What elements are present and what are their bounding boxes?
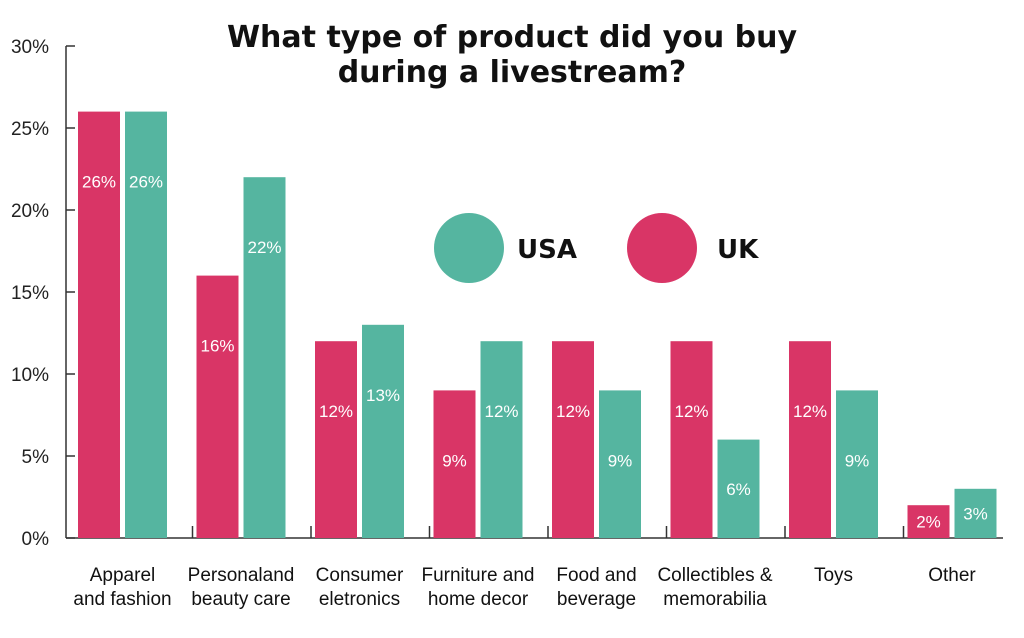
data-label-usa: 9% bbox=[845, 451, 870, 470]
y-tick-label: 20% bbox=[11, 201, 49, 222]
data-label-uk: 12% bbox=[556, 402, 590, 421]
bar-usa bbox=[480, 341, 523, 538]
y-tick-label: 10% bbox=[11, 365, 49, 386]
category-label: Collectibles & bbox=[657, 565, 772, 586]
data-label-usa: 9% bbox=[608, 451, 633, 470]
y-tick-label: 30% bbox=[11, 37, 49, 58]
y-axis: 0% 5% 10% 15% 20% 25% 30% bbox=[11, 37, 75, 550]
category-label: eletronics bbox=[319, 589, 400, 610]
legend: USA UK bbox=[434, 213, 759, 283]
data-label-usa: 6% bbox=[726, 480, 751, 499]
bar-usa bbox=[362, 324, 404, 538]
category-label: Other bbox=[928, 565, 976, 586]
category-label: beverage bbox=[557, 589, 636, 610]
data-label-usa: 3% bbox=[963, 504, 988, 523]
bar-uk bbox=[315, 341, 357, 538]
bar-usa bbox=[599, 390, 641, 538]
category-label: Toys bbox=[814, 565, 853, 586]
category-label: home decor bbox=[428, 589, 529, 610]
y-tick-label: 5% bbox=[22, 447, 50, 468]
bar-uk bbox=[670, 341, 713, 538]
bars-group: 26% 26% 16% 22% 12% 13% 9% 12% 12% 9% 12% 6% 12% 9% 2%… bbox=[66, 111, 1003, 539]
legend-swatch-usa bbox=[434, 213, 504, 283]
bar-uk bbox=[552, 341, 594, 538]
bar-usa bbox=[717, 439, 760, 538]
category-label: beauty care bbox=[191, 589, 290, 610]
data-label-usa: 13% bbox=[366, 386, 400, 405]
data-label-uk: 16% bbox=[200, 337, 234, 356]
legend-label-usa: USA bbox=[517, 235, 577, 265]
bar-uk bbox=[78, 111, 120, 538]
chart-title-line-1: What type of product did you buy bbox=[227, 20, 798, 55]
category-label: Furniture and bbox=[421, 565, 534, 586]
category-label: Consumer bbox=[316, 565, 404, 586]
legend-label-uk: UK bbox=[717, 235, 759, 265]
data-label-usa: 12% bbox=[484, 402, 518, 421]
data-label-uk: 12% bbox=[319, 402, 353, 421]
y-tick-label: 25% bbox=[11, 119, 49, 140]
category-label: and fashion bbox=[73, 589, 171, 610]
legend-swatch-uk bbox=[627, 213, 697, 283]
category-label: memorabilia bbox=[663, 589, 767, 610]
data-label-uk: 12% bbox=[674, 402, 708, 421]
category-label: Food and bbox=[556, 565, 636, 586]
bar-uk bbox=[196, 275, 239, 538]
bar-uk bbox=[907, 505, 950, 538]
bar-usa bbox=[125, 111, 167, 538]
data-label-uk: 12% bbox=[793, 402, 827, 421]
data-label-uk: 2% bbox=[916, 513, 941, 532]
bar-usa bbox=[243, 177, 286, 538]
data-label-usa: 26% bbox=[129, 173, 163, 192]
data-label-uk: 9% bbox=[442, 451, 467, 470]
chart-title-line-2: during a livestream? bbox=[338, 55, 687, 90]
bar-usa bbox=[836, 390, 878, 538]
bar-usa bbox=[954, 488, 997, 538]
bar-uk bbox=[789, 341, 831, 538]
data-label-uk: 26% bbox=[82, 173, 116, 192]
bar-uk bbox=[433, 390, 476, 538]
y-tick-label: 0% bbox=[22, 529, 50, 550]
category-labels: Apparel and fashion Personaland beauty care… bbox=[73, 565, 976, 610]
data-label-usa: 22% bbox=[247, 238, 281, 257]
y-tick-label: 15% bbox=[11, 283, 49, 304]
category-label: Personaland bbox=[188, 565, 295, 586]
category-label: Apparel bbox=[90, 565, 156, 586]
